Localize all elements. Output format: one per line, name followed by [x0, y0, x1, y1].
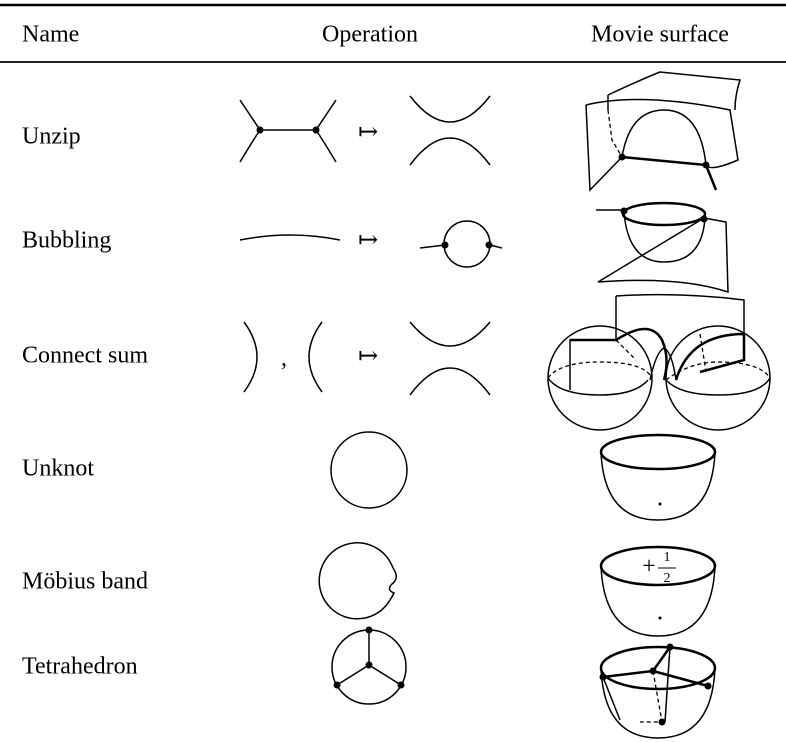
twist-sign: + — [642, 554, 656, 580]
unknot-operation — [330, 431, 408, 509]
mobius-operation — [318, 542, 397, 620]
unzip-operation — [239, 95, 491, 166]
row-name: Unzip — [22, 124, 81, 150]
row-name: Connect sum — [22, 343, 148, 369]
header-cell: Operation — [322, 22, 418, 48]
bubbling-operation — [239, 220, 503, 268]
connect-sum-surface — [547, 293, 771, 431]
maps-to: ↦ — [358, 228, 378, 254]
separator: , — [281, 346, 287, 372]
twist-denominator: 2 — [664, 571, 671, 586]
unknot-surface — [599, 433, 717, 521]
mobius-surface — [599, 545, 717, 637]
row-name: Möbius band — [22, 569, 148, 595]
bubbling-surface — [596, 201, 729, 294]
header-cell: Name — [22, 22, 79, 48]
unzip-surface — [585, 71, 742, 192]
tetrahedron-surface — [599, 643, 717, 739]
row-name: Tetrahedron — [22, 654, 138, 680]
maps-to: ↦ — [358, 344, 378, 370]
maps-to: ↦ — [358, 120, 378, 146]
header-cell: Movie surface — [591, 22, 729, 48]
row-name: Unknot — [22, 456, 94, 482]
row-name: Bubbling — [22, 228, 111, 254]
tetrahedron-operation — [331, 626, 407, 705]
twist-numerator: 1 — [664, 550, 671, 565]
connect-sum-operation — [243, 321, 491, 396]
